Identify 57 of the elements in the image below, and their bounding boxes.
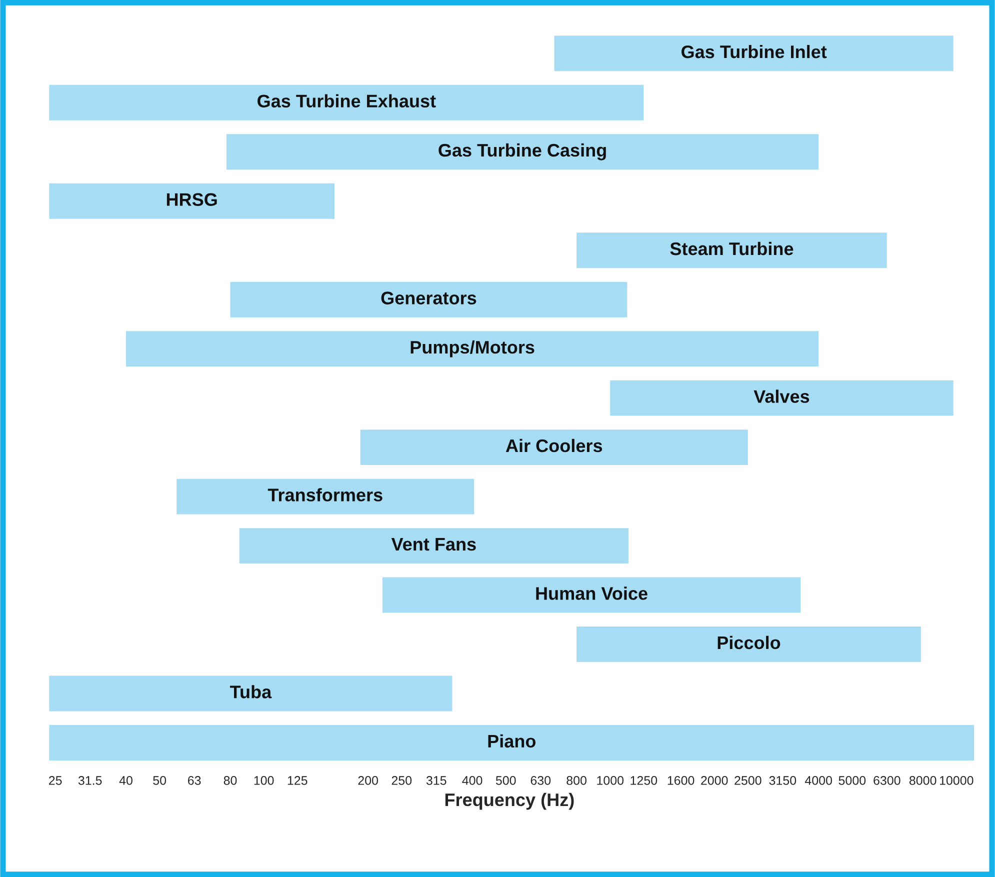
x-tick-label: 6300 — [874, 776, 900, 785]
x-tick-label: 3150 — [769, 776, 796, 785]
x-tick-label: 1000 — [597, 776, 624, 785]
bar — [576, 232, 887, 268]
x-tick-label: 8000 — [909, 776, 936, 785]
x-tick-label: 1600 — [668, 776, 694, 785]
x-tick-label: 31.5 — [78, 776, 102, 785]
x-tick-label: 2000 — [701, 776, 728, 785]
x-tick-label: 5000 — [838, 776, 866, 785]
x-tick-label: 200 — [358, 776, 378, 785]
y-tick-label: HRSG — [166, 193, 217, 206]
x-tick-label: 10000 — [940, 776, 974, 785]
x-tick-label: 80 — [224, 776, 237, 785]
y-tick-label: Piano — [488, 734, 536, 748]
y-tick-label: Generators — [381, 292, 476, 304]
bar — [554, 36, 954, 72]
bar — [126, 331, 819, 367]
bar — [49, 676, 452, 712]
y-tick-label: Valves — [754, 390, 810, 403]
y-tick-label: Air Coolers — [506, 438, 602, 452]
bar — [49, 183, 334, 219]
y-tick-label: Gas Turbine Exhaust — [258, 94, 436, 108]
x-tick-label: 50 — [153, 776, 166, 785]
x-tick-label: 400 — [462, 776, 482, 785]
x-tick-label: 800 — [566, 776, 586, 785]
bar — [176, 478, 474, 514]
bar — [49, 725, 974, 760]
x-tick-label: 315 — [426, 776, 446, 785]
x-tick-label: 4000 — [804, 776, 832, 785]
bar — [382, 577, 801, 613]
y-tick-label: Piccolo — [718, 636, 780, 650]
bar — [49, 84, 644, 120]
y-tick-label: Steam Turbine — [670, 242, 794, 256]
bar — [230, 282, 628, 318]
y-tick-label: Gas Turbine Casing — [438, 143, 606, 160]
bar — [360, 430, 748, 466]
bar — [576, 626, 921, 662]
bar — [239, 528, 628, 564]
x-tick-label: 100 — [254, 776, 274, 785]
x-tick-label: 500 — [496, 776, 516, 785]
x-tick-label: 2500 — [734, 776, 762, 785]
bar — [610, 380, 954, 416]
x-tick-label: 250 — [392, 776, 412, 785]
y-tick-label: Transformers — [268, 488, 382, 502]
y-tick-label: Gas Turbine Inlet — [682, 44, 827, 58]
x-tick-label: 63 — [188, 776, 201, 785]
x-tick-label: 630 — [530, 776, 551, 785]
x-tick-label: 25 — [49, 776, 62, 785]
y-tick-label: Pumps/Motors — [410, 340, 534, 358]
x-tick-label: 40 — [119, 776, 132, 785]
x-tick-label: 125 — [288, 776, 308, 785]
y-tick-label: Vent Fans — [391, 538, 476, 551]
y-tick-label: Tuba — [230, 685, 272, 698]
bar — [226, 134, 819, 170]
y-tick-label: Human Voice — [536, 586, 648, 600]
x-axis-title: Frequency (Hz) — [445, 792, 574, 810]
x-tick-label: 1250 — [630, 776, 658, 785]
